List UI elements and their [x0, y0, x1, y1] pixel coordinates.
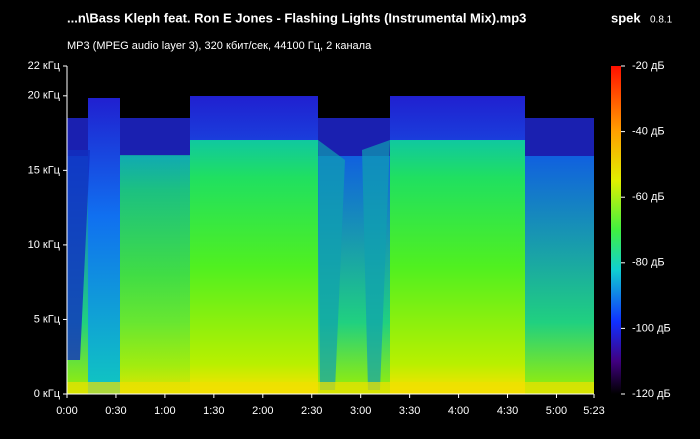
x-tick-label: 1:00 — [154, 405, 175, 417]
app-version: 0.8.1 — [650, 15, 673, 26]
y-tick-label: 15 кГц — [28, 164, 61, 176]
colorbar-tick-label: -120 дБ — [632, 388, 671, 400]
file-title: ...n\Bass Kleph feat. Ron E Jones - Flas… — [67, 10, 526, 25]
colorbar-tick-label: -20 дБ — [632, 60, 665, 72]
y-tick-label: 5 кГц — [34, 313, 61, 325]
colorbar-tick-label: -60 дБ — [632, 191, 665, 203]
colorbar-tick-label: -40 дБ — [632, 126, 665, 138]
x-tick-label: 5:23 — [583, 405, 604, 417]
y-tick-label: 0 кГц — [34, 388, 61, 400]
colorbar-tick-label: -100 дБ — [632, 322, 671, 334]
x-tick-label: 3:30 — [399, 405, 420, 417]
x-tick-label: 0:00 — [56, 405, 77, 417]
x-tick-label: 5:00 — [546, 405, 567, 417]
x-tick-label: 4:30 — [497, 405, 518, 417]
y-tick-label: 10 кГц — [28, 239, 61, 251]
x-tick-label: 2:00 — [252, 405, 273, 417]
app-name: spek — [611, 10, 641, 25]
x-tick-label: 2:30 — [301, 405, 322, 417]
x-tick-label: 1:30 — [203, 405, 224, 417]
colorbar-tick-label: -80 дБ — [632, 257, 665, 269]
y-tick-label: 20 кГц — [28, 90, 61, 102]
x-tick-label: 0:30 — [105, 405, 126, 417]
subtitle: MP3 (MPEG audio layer 3), 320 кбит/сек, … — [67, 40, 372, 52]
x-tick-label: 4:00 — [448, 405, 469, 417]
spectrogram — [67, 96, 594, 394]
y-tick-label: 22 кГц — [28, 60, 61, 72]
color-bar — [611, 66, 621, 394]
x-tick-label: 3:00 — [350, 405, 371, 417]
